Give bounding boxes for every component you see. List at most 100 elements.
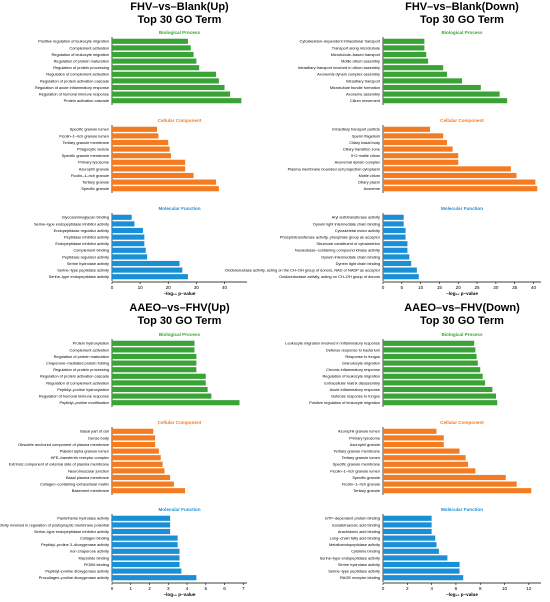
bar <box>112 428 154 434</box>
bar <box>112 555 180 561</box>
bar <box>383 153 459 159</box>
bar <box>112 542 178 548</box>
x-tick-label: 10 <box>138 285 144 290</box>
group-title: Biological Process <box>441 30 483 35</box>
bar <box>112 45 191 51</box>
bar <box>112 166 186 172</box>
bar <box>112 98 242 104</box>
category-label: Ficolin–1–rich granule <box>71 173 109 178</box>
bar <box>112 488 186 494</box>
category-label: Basement membrane <box>72 488 109 493</box>
bar <box>383 488 532 494</box>
x-tick-label: 10 <box>418 285 424 290</box>
go-group: Molecular Function Glycosaminoglycan bind… <box>34 206 247 296</box>
group-title: Biological Process <box>159 332 201 337</box>
bar <box>383 535 436 541</box>
category-label: Specific granule <box>81 186 109 191</box>
bar <box>112 241 145 247</box>
category-label: Procollagen–proline dioxygenase activity <box>39 575 109 580</box>
category-label: Primary lysosome <box>349 435 380 440</box>
x-tick-label: 4 <box>430 586 433 591</box>
bar <box>383 353 477 360</box>
category-label: GTP–dependent protein binding <box>325 516 380 521</box>
category-label: Complement activation <box>69 45 109 50</box>
bar <box>112 227 143 234</box>
category-label: Regulation of complement activation <box>46 72 109 77</box>
bar <box>383 575 464 581</box>
bar <box>112 548 180 554</box>
bar <box>383 515 432 521</box>
category-label: Oxidoreductase activity, acting on CH–OH… <box>279 274 380 279</box>
category-label: Tertiary granule lumen <box>342 455 381 460</box>
category-label: Regulation of protein maturation <box>54 354 109 359</box>
bar <box>383 340 475 346</box>
panel-subtitle: Top 30 GO Term <box>138 14 222 26</box>
bar <box>383 267 417 273</box>
bar <box>383 227 406 234</box>
category-label: Dynein light intermediate chain binding <box>313 221 380 226</box>
bar <box>383 441 444 448</box>
category-label: Cilium movement <box>350 98 381 103</box>
category-label: Leukocyte migration involved in inflamma… <box>285 341 380 346</box>
panel-1: FHV–vs–Blank(Up)Top 30 GO Term Biological… <box>34 1 247 296</box>
category-label: Axoneme assembly <box>346 92 380 97</box>
go-group: Cellular Component Specific granule lumen… <box>59 118 219 193</box>
bar <box>112 139 169 146</box>
bar <box>383 568 460 574</box>
category-label: Serine hydrolase activity <box>338 562 380 567</box>
category-label: Dynein light chain binding <box>336 261 380 266</box>
bar <box>112 400 240 406</box>
bar <box>383 548 439 554</box>
category-label: Neuromuscular junction <box>68 468 109 473</box>
bar <box>112 340 195 346</box>
category-label: Axonemal dynein complex <box>335 160 380 165</box>
bar <box>383 481 517 487</box>
category-label: Specific granule membrane <box>333 462 380 467</box>
bar <box>383 241 408 247</box>
category-label: Ciliary basal body <box>349 140 380 145</box>
category-label: Endopeptidase regulator activity <box>54 228 109 233</box>
bar <box>112 367 197 373</box>
category-label: Ciliary transition zone <box>343 147 380 152</box>
bar <box>383 221 404 227</box>
category-label: Axonemal dynein complex assembly <box>317 72 380 77</box>
bar <box>112 65 200 71</box>
category-label: Phosphotransferase activity, phosphate g… <box>280 235 381 240</box>
category-label: Pantetheine hydrolase activity <box>57 516 109 521</box>
category-label: Icosatetraenoic acid binding <box>332 522 380 527</box>
bar <box>383 126 431 132</box>
category-label: Peptidyl–proline modification <box>59 400 109 405</box>
panel-2: FHV–vs–Blank(Down)Top 30 GO Term Biologic… <box>225 1 541 296</box>
category-label: Regulation of protein processing <box>53 65 109 70</box>
go-group: Cellular Component Basal part of cellDens… <box>9 420 202 495</box>
bar <box>112 461 163 467</box>
bar <box>112 234 145 240</box>
category-label: Chronic inflammatory response <box>326 367 380 372</box>
bar <box>112 380 206 386</box>
bar <box>383 386 493 393</box>
bar <box>112 71 217 77</box>
category-label: Complement binding <box>73 248 109 253</box>
bar <box>112 133 159 139</box>
bar <box>112 373 206 379</box>
category-label: Positive regulation of leukocyte migrati… <box>38 39 109 44</box>
category-label: Acute inflammatory response <box>330 387 380 392</box>
bar <box>112 267 183 273</box>
bar <box>383 58 429 64</box>
bar <box>383 347 476 353</box>
category-label: Peptidyl–proline hydroxylation <box>57 387 109 392</box>
category-label: Response to fungus <box>345 354 380 359</box>
bar <box>112 179 217 185</box>
category-label: Protein hydroxylation <box>73 341 109 346</box>
bar <box>112 575 197 581</box>
category-label: Regulation of complement activation <box>46 380 109 385</box>
x-tick-label: 2 <box>406 586 409 591</box>
category-label: Serine–type endopeptidase inhibitor acti… <box>34 221 109 226</box>
bar <box>112 78 219 84</box>
bar <box>112 360 197 366</box>
category-label: Serine–type endopeptidase activity <box>320 555 380 560</box>
bar <box>112 386 208 393</box>
bar <box>112 347 195 353</box>
bar <box>112 522 171 528</box>
x-tick-label: 6 <box>223 586 226 591</box>
